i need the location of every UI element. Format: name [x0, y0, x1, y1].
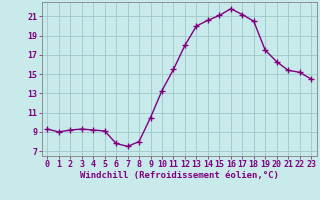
X-axis label: Windchill (Refroidissement éolien,°C): Windchill (Refroidissement éolien,°C) — [80, 171, 279, 180]
